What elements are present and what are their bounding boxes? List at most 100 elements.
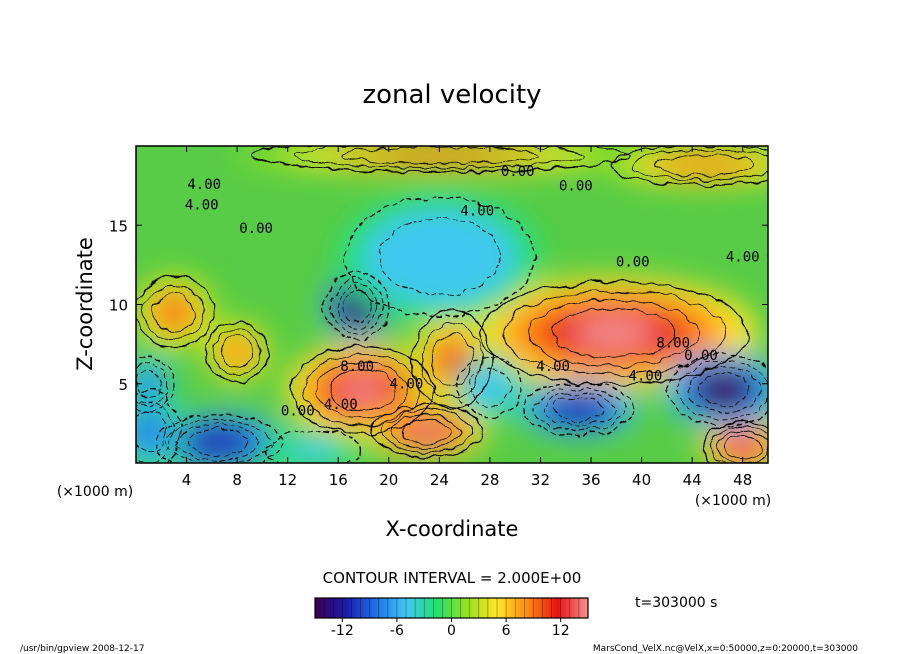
x-tick-label-0: 4 (182, 471, 192, 489)
colorbar-ticks: -12 -6 0 6 12 (331, 618, 570, 639)
contour-6-0 (411, 309, 493, 411)
field-feature-0-level-3 (571, 316, 656, 350)
x-tick-label-3: 16 (329, 471, 348, 489)
contour-1-2 (316, 361, 409, 419)
field-feature-5-level-3 (227, 342, 247, 362)
contour-12-0 (667, 353, 768, 427)
contour-13-0 (154, 414, 282, 463)
contour-6-2 (431, 333, 473, 387)
contour-2-0 (370, 404, 483, 458)
x-tick-label-6: 28 (480, 471, 499, 489)
field-feature-7-level-3 (380, 150, 499, 161)
field-feature-3-level-3 (730, 439, 756, 456)
contour-8-0 (609, 146, 768, 186)
x-tick-label-4: 20 (379, 471, 398, 489)
field-feature-11-level-2 (546, 394, 610, 424)
contour-6-1 (421, 321, 483, 399)
y-tick-label-0: 5 (118, 376, 128, 394)
colorbar-divisions (323, 598, 580, 618)
field-feature-4-level-3 (161, 301, 187, 324)
contour-5-1 (212, 329, 262, 376)
field-feature-10-level-2 (385, 223, 494, 291)
contour-13-1 (165, 419, 271, 463)
contour-2-1 (380, 409, 473, 453)
contour-8-1 (632, 149, 768, 181)
field-feature-13-level-2 (182, 426, 255, 459)
contour-0-0 (478, 280, 749, 386)
field-feature-6-level-3 (439, 344, 465, 376)
x-tick-label-5: 24 (430, 471, 449, 489)
contour-9-1 (330, 278, 384, 335)
contour-17-0 (264, 429, 361, 463)
colorbar-tick-label-0: -12 (331, 623, 354, 639)
footer-program: /usr/bin/gpview 2008-12-17 (20, 644, 144, 654)
field-feature-14-level-2 (136, 408, 167, 454)
contour-2-2 (390, 414, 463, 449)
contour-7-0 (249, 146, 630, 172)
y-tick-label-2: 15 (109, 217, 128, 235)
colorbar-tick-label-3: 6 (502, 623, 511, 639)
contour-11-2 (542, 392, 615, 426)
contour-13-2 (177, 424, 260, 461)
contour-label-8: 8.00 (340, 359, 374, 375)
contour-4-1 (143, 284, 205, 340)
contour-11-0 (522, 382, 635, 436)
x-tick-label-10: 44 (683, 471, 702, 489)
contour-label-13: 4.00 (629, 369, 663, 385)
contour-14-0 (136, 391, 181, 463)
contour-1-3 (329, 369, 396, 411)
contour-label-11: 4.00 (324, 397, 358, 413)
x-tick-label-1: 8 (232, 471, 242, 489)
contour-11-3 (552, 396, 605, 422)
field-feature-15-level-2 (136, 367, 163, 400)
field-feature-8-level-3 (675, 158, 735, 172)
contour-8-2 (655, 154, 755, 176)
contour-1-0 (290, 345, 434, 435)
contour-16-1 (469, 367, 511, 407)
contour-label-5: 4.00 (460, 204, 494, 220)
contour-label-1: 0.00 (559, 178, 593, 194)
field-feature-12-level-2 (692, 369, 756, 411)
contour-16-0 (457, 356, 523, 418)
contour-10-0 (343, 196, 535, 317)
field-feature-17-level-2 (286, 439, 340, 462)
contour-15-0 (136, 355, 173, 413)
contour-14-2 (136, 410, 166, 453)
contour-5-0 (204, 321, 270, 383)
contour-0-1 (503, 290, 725, 376)
colorbar-tick-label-4: 12 (552, 623, 570, 639)
colorbar-tick-label-2: 0 (447, 623, 456, 639)
x-tick-label-8: 36 (581, 471, 600, 489)
footer-file-info: MarsCond_VelX.nc@VelX,x=0:50000,z=0:2000… (593, 644, 858, 654)
time-label: t=303000 s (635, 595, 717, 611)
chart-title: zonal velocity (362, 80, 541, 110)
x-tick-label-7: 32 (531, 471, 550, 489)
y-axis-ticks: 5 10 15 (109, 217, 768, 394)
x-unit-right: (×1000 m) (695, 493, 771, 509)
contour-2-3 (400, 419, 453, 444)
field-feature-2-level-3 (409, 423, 444, 440)
contour-4-2 (152, 293, 195, 332)
x-tick-label-9: 40 (632, 471, 651, 489)
colorbar-tick-label-1: -6 (390, 623, 404, 639)
contour-9-2 (336, 284, 378, 329)
contour-5-2 (220, 336, 254, 368)
x-axis-label: X-coordinate (386, 517, 519, 541)
contour-4-0 (136, 276, 215, 349)
contour-9-3 (342, 290, 373, 322)
contour-label-3: 4.00 (185, 197, 219, 213)
plot-area: 0.00 0.00 4.00 4.00 0.00 4.00 0.00 4.00 8.00 4.00… (136, 146, 768, 463)
contour-9-0 (325, 271, 390, 341)
contour-7-1 (294, 146, 584, 168)
contour-label-2: 4.00 (187, 177, 221, 193)
y-tick-label-1: 10 (109, 297, 128, 315)
y-axis-label: Z-coordinate (73, 237, 97, 371)
contour-label-15: 8.00 (656, 335, 690, 351)
contour-interval: CONTOUR INTERVAL = 2.000E+00 (323, 569, 582, 587)
contour-3-0 (702, 420, 768, 463)
contour-label-7: 4.00 (726, 250, 760, 266)
x-tick-label-2: 12 (278, 471, 297, 489)
contour-3-1 (709, 425, 768, 463)
contour-label-10: 0.00 (281, 403, 315, 419)
